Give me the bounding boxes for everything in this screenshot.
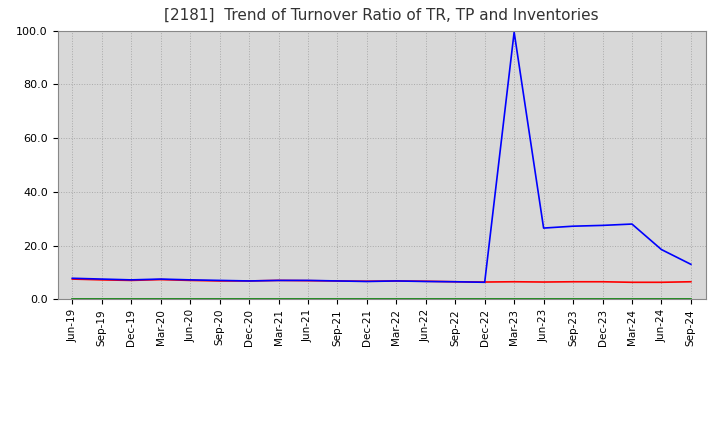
Trade Payables [451, 279, 459, 284]
Trade Payables [68, 275, 76, 281]
Legend: Trade Receivables, Trade Payables, Inventories: Trade Receivables, Trade Payables, Inven… [144, 435, 619, 440]
Inventories [363, 296, 372, 301]
Trade Receivables [156, 277, 165, 282]
Trade Receivables [392, 279, 400, 284]
Trade Receivables [510, 279, 518, 284]
Trade Receivables [657, 280, 666, 285]
Trade Payables [97, 276, 106, 282]
Inventories [97, 296, 106, 301]
Inventories [657, 296, 666, 301]
Trade Payables [274, 278, 283, 283]
Trade Payables [245, 279, 253, 284]
Inventories [510, 296, 518, 301]
Inventories [687, 296, 696, 301]
Trade Payables [687, 262, 696, 267]
Trade Receivables [451, 279, 459, 284]
Trade Receivables [628, 280, 636, 285]
Inventories [480, 296, 489, 301]
Trade Receivables [598, 279, 607, 284]
Trade Receivables [333, 279, 342, 284]
Trade Payables [127, 277, 135, 282]
Line: Trade Payables: Trade Payables [72, 32, 691, 282]
Trade Receivables [245, 279, 253, 284]
Trade Payables [333, 279, 342, 284]
Trade Payables [480, 280, 489, 285]
Trade Payables [539, 225, 548, 231]
Inventories [539, 296, 548, 301]
Inventories [333, 296, 342, 301]
Inventories [598, 296, 607, 301]
Trade Payables [363, 279, 372, 284]
Inventories [156, 296, 165, 301]
Inventories [421, 296, 430, 301]
Trade Payables [392, 279, 400, 284]
Inventories [245, 296, 253, 301]
Trade Receivables [274, 278, 283, 283]
Trade Receivables [687, 279, 696, 284]
Inventories [304, 296, 312, 301]
Trade Payables [598, 223, 607, 228]
Title: [2181]  Trend of Turnover Ratio of TR, TP and Inventories: [2181] Trend of Turnover Ratio of TR, TP… [164, 7, 599, 23]
Inventories [274, 296, 283, 301]
Trade Payables [421, 279, 430, 284]
Trade Receivables [569, 279, 577, 284]
Trade Receivables [68, 276, 76, 282]
Inventories [628, 296, 636, 301]
Trade Payables [215, 278, 224, 283]
Inventories [392, 296, 400, 301]
Trade Receivables [97, 277, 106, 282]
Trade Receivables [186, 278, 194, 283]
Inventories [215, 296, 224, 301]
Trade Receivables [363, 279, 372, 284]
Inventories [569, 296, 577, 301]
Trade Receivables [421, 279, 430, 284]
Trade Receivables [480, 279, 489, 285]
Inventories [127, 296, 135, 301]
Trade Payables [510, 29, 518, 35]
Inventories [451, 296, 459, 301]
Trade Payables [304, 278, 312, 283]
Inventories [68, 296, 76, 301]
Trade Payables [569, 224, 577, 229]
Trade Payables [156, 276, 165, 282]
Inventories [186, 296, 194, 301]
Trade Payables [628, 221, 636, 227]
Trade Receivables [215, 279, 224, 284]
Trade Receivables [127, 278, 135, 283]
Trade Payables [186, 277, 194, 282]
Trade Receivables [539, 279, 548, 285]
Trade Payables [657, 247, 666, 252]
Trade Receivables [304, 278, 312, 283]
Line: Trade Receivables: Trade Receivables [72, 279, 691, 282]
